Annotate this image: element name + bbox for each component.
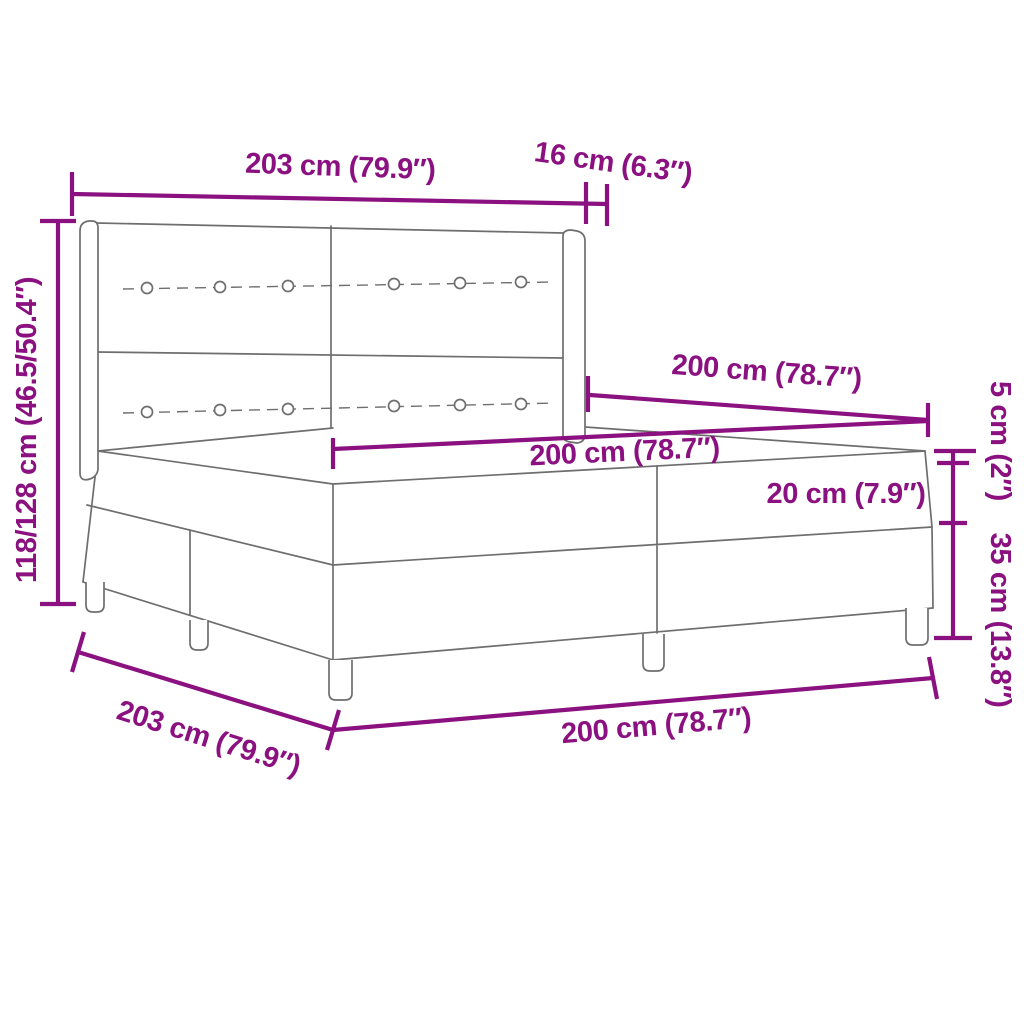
bed-leg [642, 634, 665, 672]
button-icon [453, 398, 467, 412]
dimension-label: 5 cm (2″) [984, 381, 1016, 501]
bed-legs [85, 582, 929, 701]
button-icon [140, 281, 154, 295]
dimension-label: 203 cm (79.9″) [245, 148, 436, 187]
headboard [96, 222, 564, 474]
headboard-buttons-row-1 [122, 275, 555, 295]
button-icon [281, 279, 295, 293]
dimension-base-length: 203 cm (79.9″) [69, 631, 342, 783]
button-icon [387, 277, 401, 291]
headboard-top-edge [96, 222, 564, 234]
bed-body [82, 426, 934, 661]
dimension-bed-height: 118/128 cm (46.5/50.4″) [11, 218, 76, 607]
headboard-left-wing [79, 220, 99, 481]
bed-drawing [79, 220, 934, 701]
button-icon [514, 275, 528, 289]
button-icon [387, 399, 401, 413]
dimension-label: 203 cm (79.9″) [113, 695, 304, 783]
button-icon [140, 405, 154, 419]
bed-leg [328, 660, 353, 701]
dimension-height-stack: 5 cm (2″) 20 cm (7.9″) 35 cm (13.8″) [766, 381, 1016, 707]
dimension-headboard-width: 203 cm (79.9″) 16 cm (6.3″) [69, 136, 694, 226]
headboard-buttons-row-2 [122, 397, 555, 419]
dimension-base-width: 200 cm (78.7″) [332, 656, 940, 750]
button-icon [514, 397, 528, 411]
headboard-middle-seam [96, 351, 564, 359]
dimension-label: 16 cm (6.3″) [532, 136, 694, 190]
dimension-label: 20 cm (7.9″) [766, 478, 925, 510]
mattress-top-back-left-edge [97, 427, 334, 452]
mattress-top-back-right-edge [584, 426, 926, 452]
bed-leg [85, 582, 105, 613]
dimension-label: 35 cm (13.8″) [984, 533, 1016, 708]
bed-leg [189, 620, 209, 651]
button-icon [213, 280, 227, 294]
bed-leg [905, 608, 929, 646]
button-icon [453, 276, 467, 290]
button-icon [281, 402, 295, 416]
headboard-right-wing [562, 229, 586, 444]
bed-body-fill [83, 427, 933, 660]
dimension-label: 118/128 cm (46.5/50.4″) [11, 277, 43, 583]
dimension-label: 200 cm (78.7″) [671, 349, 863, 395]
button-icon [213, 403, 227, 417]
